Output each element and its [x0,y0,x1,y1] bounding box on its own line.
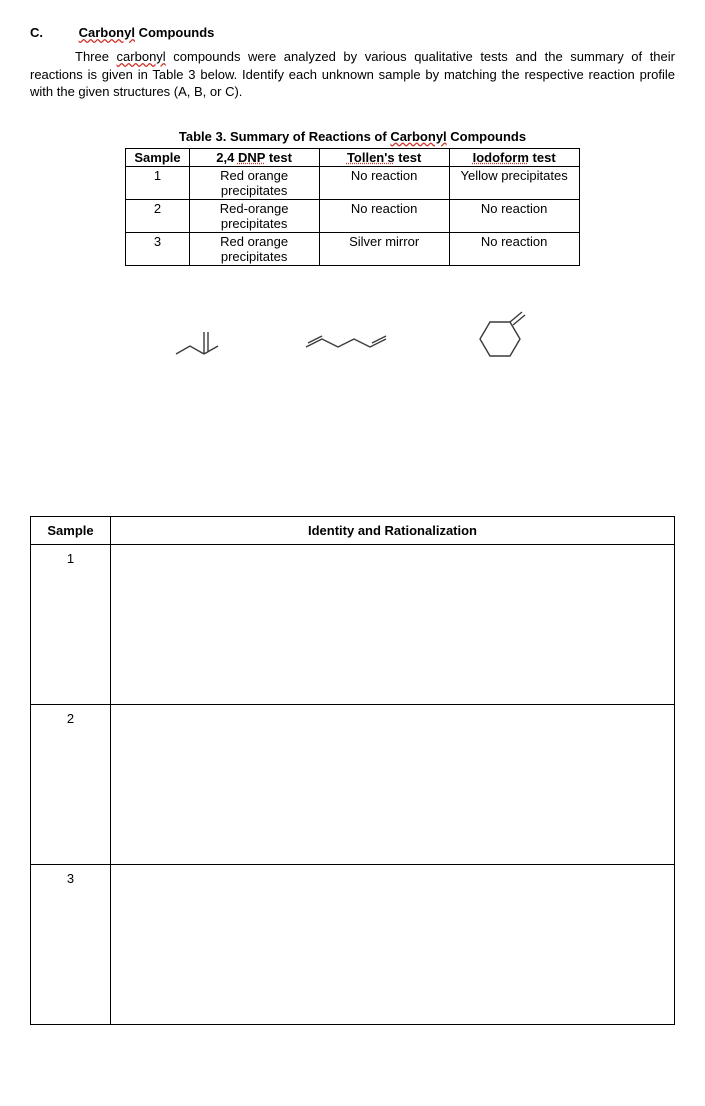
structure-b-icon [298,313,408,358]
cell-sample: 3 [126,232,189,265]
answers-row: 3 [31,864,675,1024]
table-row: 2 Red-orangeprecipitates No reaction No … [126,199,579,232]
cell-sample: 1 [126,166,189,199]
cell-dnp: Red-orangeprecipitates [189,199,319,232]
structures-row [30,306,675,366]
section-title: Carbonyl Compounds [79,25,215,40]
table-row: 3 Red orangeprecipitates Silver mirror N… [126,232,579,265]
answers-header-sample: Sample [31,516,111,544]
answers-table: Sample Identity and Rationalization 1 2 … [30,516,675,1025]
answers-cell-sample: 3 [31,864,111,1024]
cell-dnp: Red orangeprecipitates [189,232,319,265]
caption-wavy: Carbonyl [390,129,446,144]
answers-cell-sample: 2 [31,704,111,864]
answers-cell-sample: 1 [31,544,111,704]
cell-iodo: Yellow precipitates [449,166,579,199]
section-title-rest: Compounds [135,25,214,40]
cell-dnp: Red orangeprecipitates [189,166,319,199]
reactions-table: Sample 2,4 DNP test Tollen's test Iodofo… [125,148,579,266]
answers-cell-identity [111,864,675,1024]
answers-cell-identity [111,544,675,704]
cell-tollen: Silver mirror [319,232,449,265]
table-row: 1 Red orangeprecipitates No reaction Yel… [126,166,579,199]
header-tollen: Tollen's test [319,148,449,166]
answers-cell-identity [111,704,675,864]
cell-iodo: No reaction [449,232,579,265]
caption-pre: Table 3. Summary of Reactions of [179,129,390,144]
intro-pre: Three [75,49,117,64]
header-iodo: Iodoform test [449,148,579,166]
table-header-row: Sample 2,4 DNP test Tollen's test Iodofo… [126,148,579,166]
cell-tollen: No reaction [319,166,449,199]
header-sample: Sample [126,148,189,166]
caption-post: Compounds [447,129,526,144]
structure-c-icon [468,306,538,366]
section-label: C. [30,25,75,40]
answers-row: 1 [31,544,675,704]
intro-wavy: carbonyl [117,49,166,64]
intro-paragraph: Three carbonyl compounds were analyzed b… [30,48,675,101]
cell-iodo: No reaction [449,199,579,232]
section-heading: C. Carbonyl Compounds [30,25,675,40]
answers-row: 2 [31,704,675,864]
header-dnp: 2,4 DNP test [189,148,319,166]
structure-a-icon [168,308,238,363]
table3-caption: Table 3. Summary of Reactions of Carbony… [30,129,675,144]
section-title-wavy: Carbonyl [79,25,135,40]
cell-sample: 2 [126,199,189,232]
answers-header-row: Sample Identity and Rationalization [31,516,675,544]
answers-header-identity: Identity and Rationalization [111,516,675,544]
cell-tollen: No reaction [319,199,449,232]
